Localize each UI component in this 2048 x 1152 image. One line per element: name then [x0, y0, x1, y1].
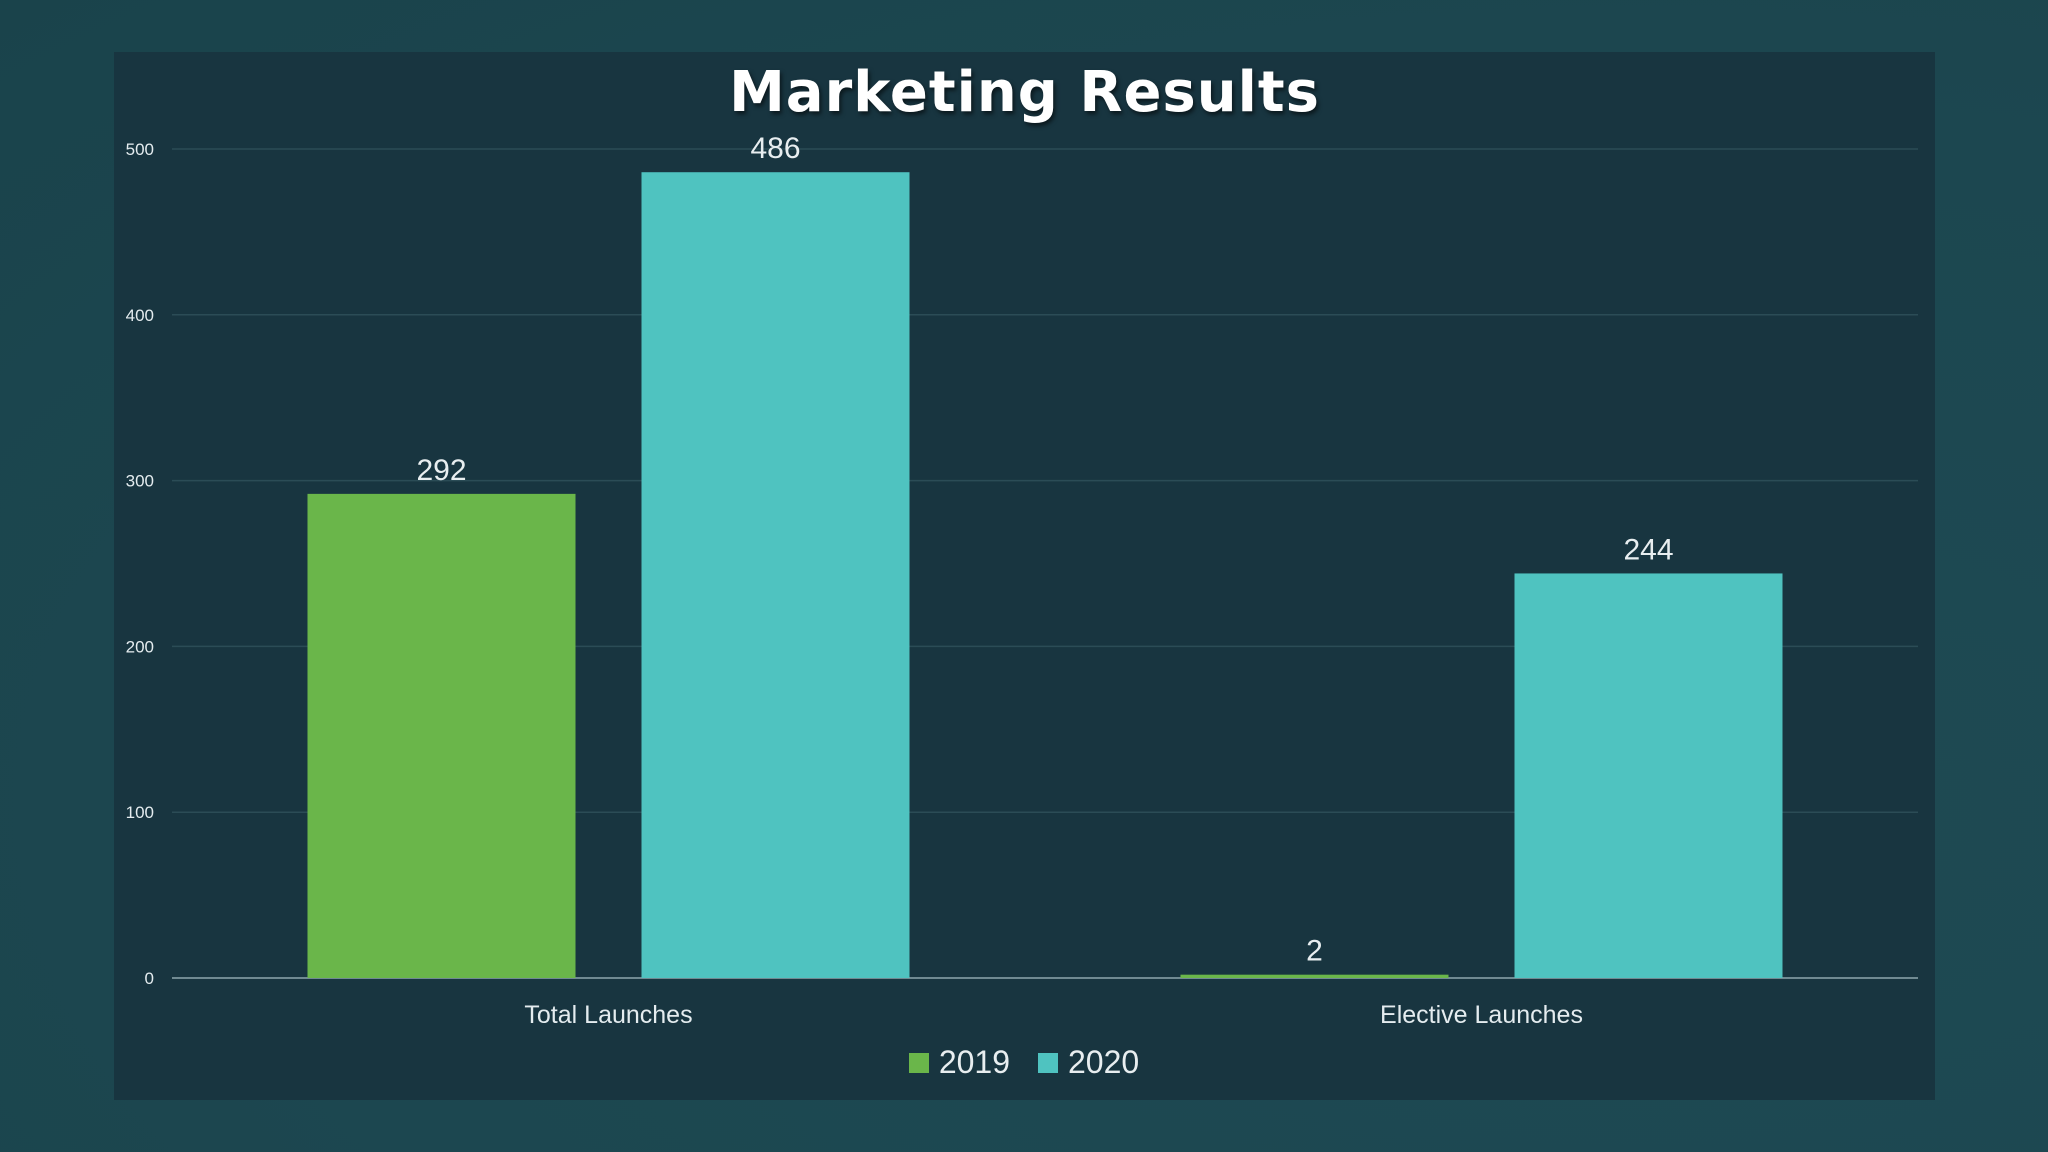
chart-legend: 2019 2020 [0, 1044, 2048, 1081]
data-label: 486 [750, 132, 800, 165]
data-label: 2 [1306, 935, 1323, 968]
legend-item-2019: 2019 [908, 1044, 1010, 1081]
bar-2020-1 [1514, 573, 1783, 978]
y-tick-label: 300 [126, 472, 154, 491]
legend-item-2020: 2020 [1038, 1044, 1139, 1081]
y-tick-label: 400 [126, 306, 154, 325]
legend-swatch [908, 1052, 929, 1073]
bar-2020-0 [641, 172, 910, 978]
legend-swatch [1038, 1052, 1058, 1073]
y-tick-label: 200 [126, 637, 154, 656]
y-tick-label: 0 [145, 969, 154, 988]
x-category-label: Elective Launches [1380, 1001, 1583, 1029]
bar-2019-0 [307, 493, 576, 978]
bar-2019-1 [1180, 974, 1449, 978]
y-tick-label: 100 [126, 803, 154, 822]
data-label: 244 [1623, 533, 1673, 566]
y-tick-label: 500 [126, 140, 154, 159]
chart-title: Marketing Results [729, 60, 1320, 125]
legend-label: 2020 [1068, 1044, 1140, 1080]
legend-label: 2019 [938, 1044, 1010, 1080]
x-category-label: Total Launches [524, 1001, 692, 1029]
data-label: 292 [416, 454, 466, 487]
